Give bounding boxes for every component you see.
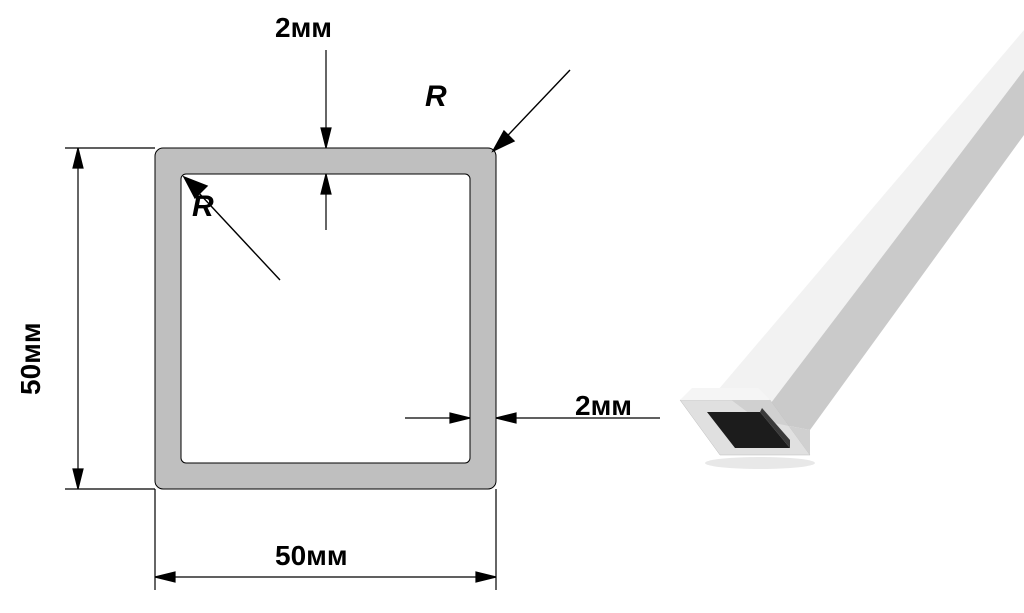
dim-height — [65, 148, 155, 489]
label-thickness-top: 2мм — [275, 12, 332, 44]
label-radius-inner: R — [192, 190, 214, 224]
label-width: 50мм — [275, 540, 348, 572]
drawing-svg — [0, 0, 1024, 613]
label-radius-outer: R — [425, 80, 447, 114]
label-thickness-right: 2мм — [575, 390, 632, 422]
tube-3d-render — [680, 30, 1024, 469]
technical-drawing: 2мм R R 2мм 50мм 50мм — [0, 0, 1024, 613]
label-height: 50мм — [15, 322, 47, 395]
leader-radius-outer — [493, 70, 570, 151]
